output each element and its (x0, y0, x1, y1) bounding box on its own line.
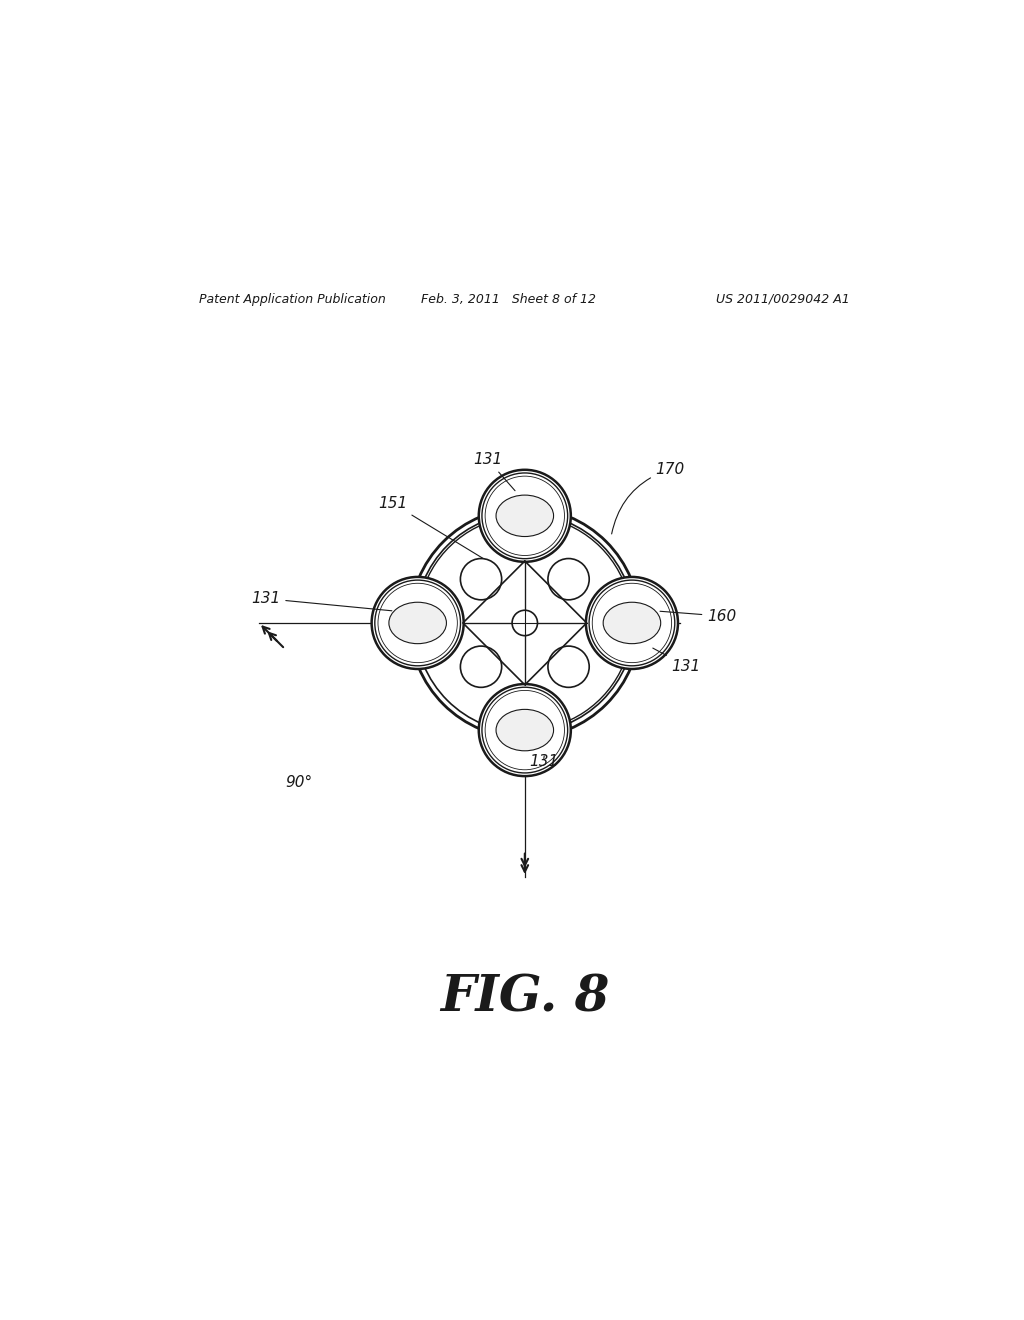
Text: 131: 131 (528, 754, 558, 768)
Circle shape (372, 577, 464, 669)
Text: Patent Application Publication: Patent Application Publication (200, 293, 386, 306)
Text: 151: 151 (378, 496, 482, 558)
Ellipse shape (389, 602, 446, 644)
Circle shape (586, 577, 678, 669)
Text: FIG. 8: FIG. 8 (440, 974, 609, 1023)
Text: 131: 131 (251, 591, 392, 611)
Circle shape (461, 645, 502, 688)
Text: US 2011/0029042 A1: US 2011/0029042 A1 (717, 293, 850, 306)
Text: 90°: 90° (285, 775, 312, 791)
Circle shape (512, 610, 538, 636)
Text: 131: 131 (652, 648, 700, 673)
Circle shape (479, 684, 570, 776)
Circle shape (548, 558, 589, 599)
Text: 160: 160 (660, 609, 736, 623)
Circle shape (479, 470, 570, 562)
Ellipse shape (496, 709, 554, 751)
Circle shape (461, 558, 502, 599)
Ellipse shape (496, 495, 554, 536)
Text: 170: 170 (611, 462, 685, 533)
Text: Feb. 3, 2011   Sheet 8 of 12: Feb. 3, 2011 Sheet 8 of 12 (422, 293, 596, 306)
Ellipse shape (603, 602, 660, 644)
Circle shape (548, 645, 589, 688)
Circle shape (410, 508, 640, 738)
Text: 131: 131 (473, 453, 515, 491)
